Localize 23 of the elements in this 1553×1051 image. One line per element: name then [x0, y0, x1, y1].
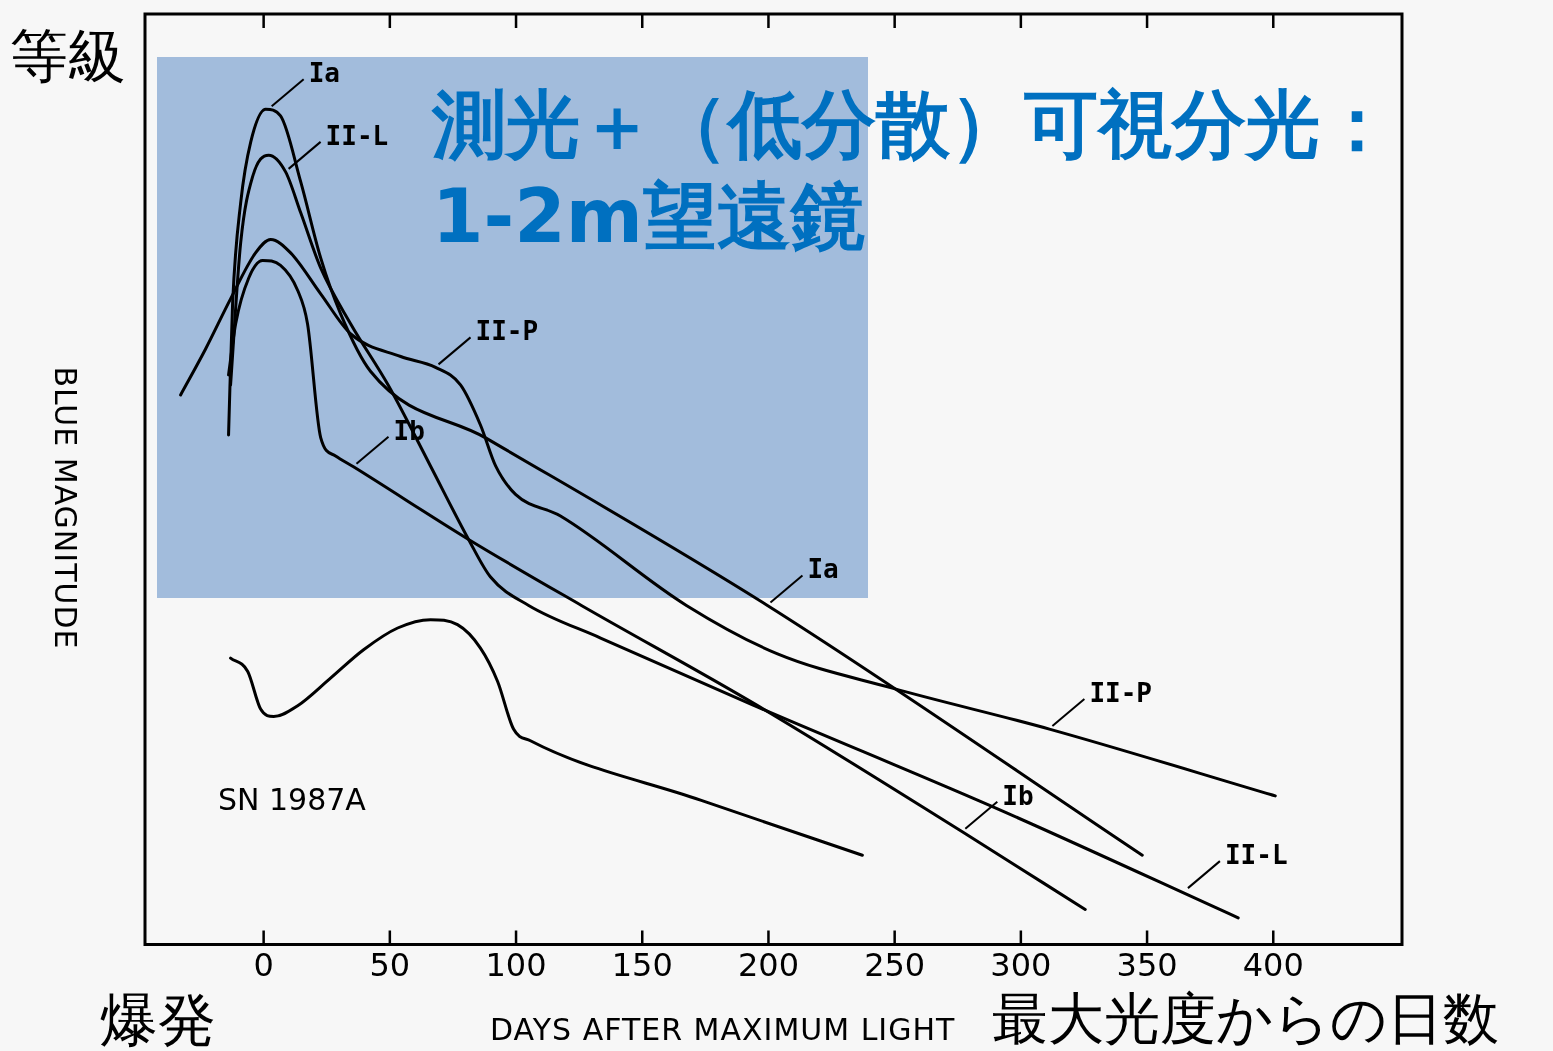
x-tick-label: 50 [369, 946, 411, 985]
text: 等級 [10, 21, 126, 92]
annotation: Ia [807, 554, 839, 585]
annotation: II-L [325, 120, 389, 151]
annotation: Ia [308, 57, 340, 88]
text: 爆発 [100, 985, 216, 1051]
annotation: 測光＋（低分散）可視分光：1-2m望遠鏡 [432, 80, 1395, 261]
x-tick-label: 100 [485, 946, 547, 985]
x-tick-label: 200 [737, 946, 799, 985]
x-tick-label: 150 [611, 946, 673, 985]
x-tick-label: 400 [1242, 946, 1304, 985]
text: 最大光度からの日数 [992, 986, 1499, 1051]
annotation: SN 1987A [218, 782, 366, 817]
annotation: Ib [1002, 780, 1034, 811]
annotation: II-P [475, 316, 539, 347]
x-tick-label: 0 [253, 946, 274, 985]
x-tick-label: 350 [1116, 946, 1178, 985]
annotation: II-L [1224, 839, 1288, 870]
x-tick-label: 250 [864, 946, 926, 985]
x-tick-label: 300 [990, 946, 1052, 985]
y-axis-title: BLUE MAGNITUDE [47, 366, 83, 650]
annotation: II-P [1089, 677, 1153, 708]
x-axis-title: DAYS AFTER MAXIMUM LIGHT [490, 1012, 956, 1047]
